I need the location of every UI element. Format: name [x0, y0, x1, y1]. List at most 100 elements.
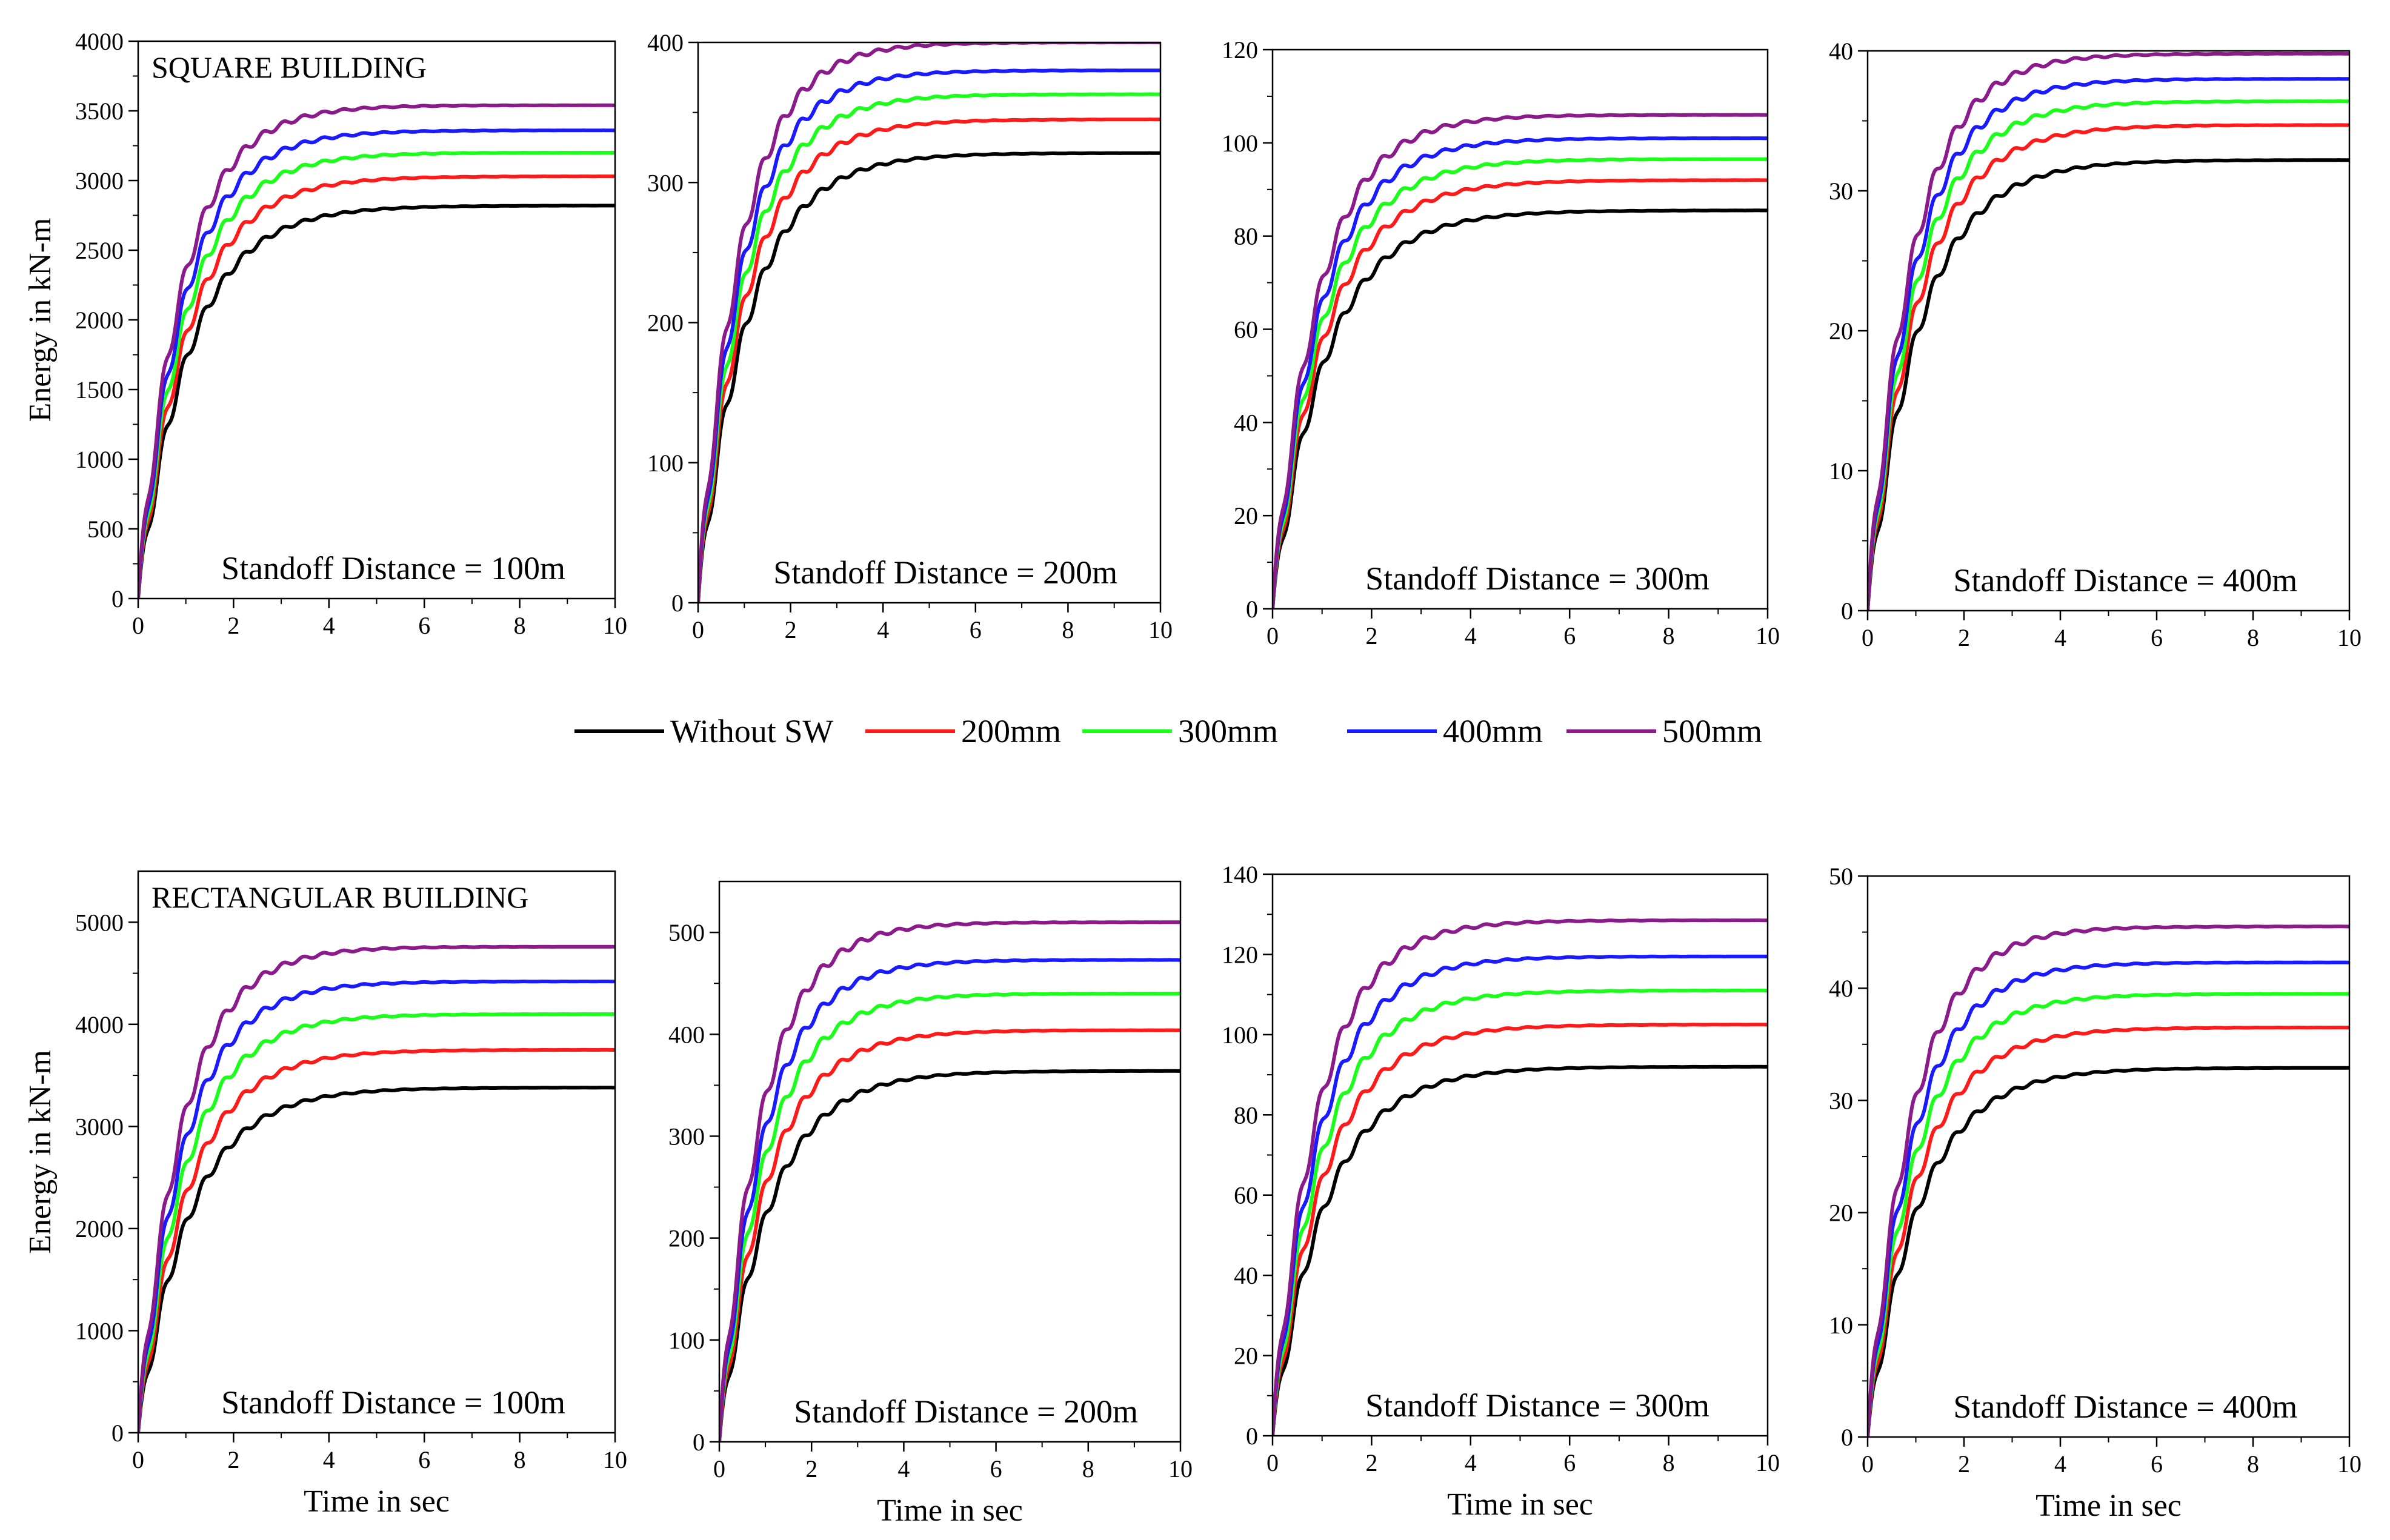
y-tick-label: 3000 — [75, 167, 124, 194]
y-tick-label: 0 — [1246, 596, 1258, 623]
chart-panel-8: 0 2 4 6 8 10 0 10 20 30 40 50 Standoff Distance = 40… — [1829, 863, 2362, 1523]
plot-frame — [137, 40, 616, 600]
series-line-without-sw — [138, 204, 615, 599]
legend-item-500mm: 500mm — [1566, 713, 1762, 749]
series-line-200mm — [1868, 123, 2349, 611]
y-tick-label: 40 — [1234, 1262, 1258, 1289]
x-tick-label: 6 — [990, 1455, 1002, 1482]
series-group — [719, 920, 1180, 1442]
y-tick-label: 40 — [1829, 975, 1853, 1002]
x-tick-label: 4 — [2054, 624, 2066, 651]
legend: Without SW 200mm 300mm 400mm 500mm — [574, 713, 1762, 749]
standoff-annotation: Standoff Distance = 200m — [794, 1393, 1138, 1430]
series-line-200mm — [698, 118, 1160, 603]
series-line-200mm — [138, 174, 615, 599]
series-group — [1273, 113, 1768, 609]
x-tick-label: 2 — [1365, 622, 1377, 649]
chart-panel-1: 0 2 4 6 8 10 0 500 1000 1500 2000 2500 3000 3500 4000 S… — [23, 28, 627, 639]
x-tick-label: 2 — [1958, 1450, 1970, 1478]
x-tick-label: 10 — [1756, 622, 1780, 649]
series-line-400mm — [719, 958, 1180, 1442]
x-tick-label: 8 — [2247, 1450, 2259, 1478]
panel-title: RECTANGULAR BUILDING — [151, 880, 528, 914]
x-tick-label: 0 — [1267, 1449, 1279, 1476]
series-line-500mm — [1273, 113, 1768, 609]
y-tick-label: 30 — [1829, 178, 1853, 205]
x-tick-label: 0 — [132, 612, 144, 639]
series-line-400mm — [138, 128, 615, 599]
y-tick-label: 0 — [671, 589, 684, 617]
standoff-annotation: Standoff Distance = 100m — [221, 550, 565, 586]
series-group — [1868, 924, 2349, 1437]
x-tick-label: 4 — [323, 1446, 335, 1473]
y-tick-label: 30 — [1829, 1087, 1853, 1114]
standoff-annotation: Standoff Distance = 300m — [1365, 560, 1709, 597]
y-tick-label: 200 — [668, 1225, 705, 1252]
y-tick-label: 0 — [693, 1429, 705, 1456]
x-tick-label: 10 — [603, 1446, 627, 1473]
x-tick-label: 0 — [713, 1455, 725, 1482]
y-tick-label: 2000 — [75, 307, 124, 334]
y-tick-label: 500 — [87, 516, 124, 543]
x-axis-title: Time in sec — [877, 1493, 1023, 1528]
series-line-500mm — [1868, 924, 2349, 1437]
x-tick-label: 10 — [1756, 1449, 1780, 1476]
x-tick-label: 8 — [1082, 1455, 1094, 1482]
x-axis-title: Time in sec — [304, 1484, 450, 1519]
x-tick-label: 8 — [1663, 1449, 1675, 1476]
y-tick-label: 60 — [1234, 1182, 1258, 1209]
series-line-300mm — [138, 151, 615, 599]
y-tick-label: 40 — [1829, 38, 1853, 65]
standoff-annotation: Standoff Distance = 100m — [221, 1384, 565, 1421]
y-tick-label: 0 — [1841, 597, 1853, 625]
series-line-400mm — [1868, 77, 2349, 611]
series-line-300mm — [1868, 992, 2349, 1437]
standoff-annotation: Standoff Distance = 400m — [1953, 1389, 2297, 1425]
series-line-without-sw — [1273, 1064, 1768, 1436]
plot-frame — [697, 41, 1162, 604]
legend-item-without-sw: Without SW — [574, 713, 833, 749]
series-line-500mm — [138, 103, 615, 599]
y-tick-label: 10 — [1829, 1312, 1853, 1339]
x-tick-label: 10 — [603, 612, 627, 639]
legend-label: 300mm — [1178, 713, 1278, 749]
series-line-500mm — [698, 42, 1160, 603]
x-tick-label: 0 — [1267, 622, 1279, 649]
x-tick-label: 4 — [1465, 1449, 1477, 1476]
x-tick-label: 2 — [1365, 1449, 1377, 1476]
series-line-400mm — [698, 68, 1160, 603]
y-tick-label: 50 — [1829, 863, 1853, 890]
y-tick-label: 0 — [112, 1419, 124, 1447]
series-group — [138, 944, 615, 1433]
y-tick-label: 40 — [1234, 409, 1258, 436]
x-tick-label: 6 — [2151, 1450, 2163, 1478]
x-tick-label: 8 — [514, 1446, 526, 1473]
y-tick-label: 400 — [647, 29, 684, 56]
legend-label: 500mm — [1662, 713, 1762, 749]
series-group — [138, 103, 615, 599]
y-tick-label: 100 — [1222, 1021, 1258, 1049]
y-tick-label: 2000 — [75, 1215, 124, 1243]
legend-label: 200mm — [961, 713, 1061, 749]
x-tick-label: 4 — [897, 1455, 910, 1482]
series-line-200mm — [1273, 178, 1768, 609]
legend-label: Without SW — [670, 713, 833, 749]
x-tick-label: 6 — [418, 612, 430, 639]
standoff-annotation: Standoff Distance = 400m — [1953, 562, 2297, 599]
y-tick-label: 20 — [1829, 1200, 1853, 1227]
legend-item-200mm: 200mm — [865, 713, 1061, 749]
y-tick-label: 3500 — [75, 98, 124, 125]
y-tick-label: 120 — [1222, 36, 1258, 64]
x-tick-label: 4 — [877, 616, 889, 643]
y-tick-label: 20 — [1234, 1343, 1258, 1370]
x-tick-label: 0 — [1862, 1450, 1874, 1478]
x-tick-label: 0 — [692, 616, 704, 643]
x-tick-label: 6 — [1563, 1449, 1576, 1476]
x-tick-label: 2 — [227, 1446, 239, 1473]
series-line-without-sw — [1273, 208, 1768, 609]
series-line-500mm — [719, 920, 1180, 1442]
y-tick-label: 140 — [1222, 861, 1258, 888]
